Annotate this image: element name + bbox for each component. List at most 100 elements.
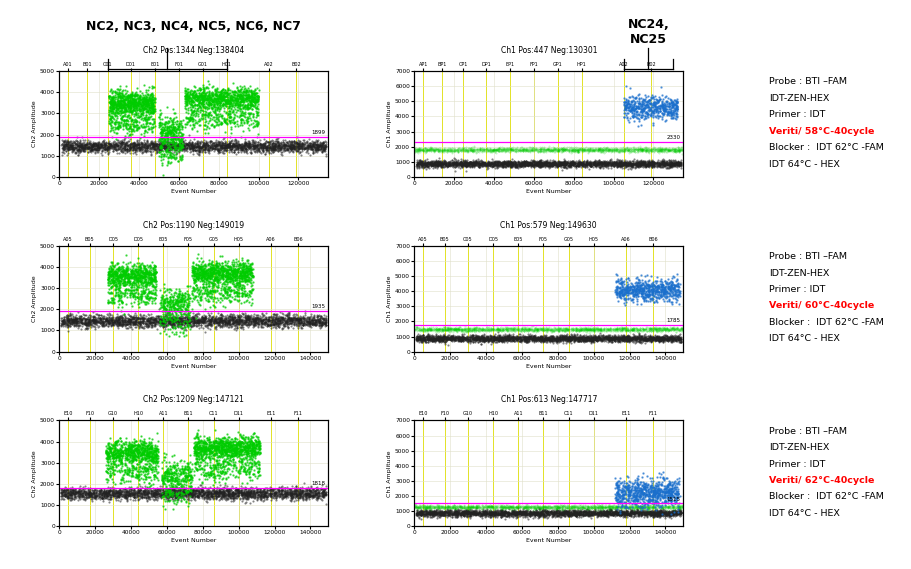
Point (241, 488, 255, 497)
Point (59, 489, 74, 498)
Point (248, 314, 262, 323)
Point (107, 453, 121, 462)
Point (179, 480, 193, 489)
Point (464, 333, 478, 342)
Point (135, 142, 149, 151)
Point (247, 98, 261, 107)
Point (261, 316, 276, 325)
Point (149, 139, 164, 149)
Point (216, 95, 230, 104)
Point (650, 326, 664, 335)
Point (208, 274, 222, 283)
Point (137, 287, 151, 296)
Point (115, 489, 129, 498)
Point (238, 312, 252, 321)
Point (643, 145, 658, 154)
Point (597, 333, 611, 342)
Point (172, 489, 187, 498)
Point (260, 143, 274, 152)
Point (124, 116, 138, 125)
Point (148, 489, 163, 498)
Point (259, 314, 273, 323)
Point (517, 504, 532, 513)
Point (236, 91, 251, 100)
Point (198, 446, 212, 455)
Point (581, 332, 596, 341)
Point (76, 143, 90, 152)
Point (212, 98, 227, 107)
Point (179, 488, 194, 497)
Point (598, 508, 612, 517)
Point (134, 104, 148, 113)
Point (138, 86, 153, 95)
Point (648, 290, 662, 299)
Point (576, 510, 590, 519)
Point (182, 489, 197, 498)
Point (429, 160, 444, 169)
Point (189, 140, 204, 149)
Point (448, 508, 463, 517)
Point (613, 162, 628, 171)
Point (507, 324, 521, 333)
Point (661, 283, 676, 292)
Point (534, 160, 548, 170)
Point (607, 509, 621, 518)
Point (437, 325, 452, 335)
Point (501, 145, 516, 154)
Point (208, 489, 222, 498)
Point (590, 324, 605, 333)
Point (247, 486, 261, 495)
Point (100, 489, 115, 498)
Point (179, 318, 193, 327)
Point (71, 142, 86, 151)
Point (532, 510, 547, 519)
Point (160, 318, 175, 327)
Point (104, 448, 118, 457)
Point (216, 461, 230, 471)
Point (482, 147, 496, 156)
Point (219, 266, 233, 275)
Point (260, 142, 274, 151)
Point (415, 162, 429, 171)
Point (152, 314, 167, 323)
Point (220, 143, 235, 152)
Point (599, 505, 613, 514)
Point (217, 315, 231, 324)
Point (251, 318, 266, 327)
Point (584, 502, 599, 512)
Point (572, 508, 587, 517)
Point (667, 506, 681, 515)
Point (449, 510, 464, 519)
Point (145, 123, 159, 133)
Point (101, 316, 116, 325)
Point (241, 277, 255, 286)
Point (504, 145, 518, 154)
Point (589, 145, 604, 154)
Point (640, 508, 655, 517)
Point (242, 462, 257, 471)
Point (535, 331, 549, 340)
Point (644, 94, 659, 103)
Point (224, 103, 239, 112)
Point (485, 509, 499, 518)
Point (317, 313, 332, 322)
Point (466, 510, 480, 519)
Point (657, 159, 671, 168)
Point (292, 315, 307, 324)
Point (630, 506, 645, 515)
Point (114, 118, 128, 127)
Point (202, 440, 217, 450)
Point (241, 311, 255, 320)
Point (239, 318, 253, 327)
Point (262, 319, 277, 328)
Point (152, 318, 167, 327)
Point (627, 99, 641, 108)
Point (204, 467, 219, 476)
Point (147, 269, 161, 278)
Point (618, 159, 632, 168)
Point (604, 504, 619, 513)
Point (529, 504, 544, 513)
Point (158, 143, 172, 152)
Point (507, 327, 521, 336)
Point (128, 110, 142, 119)
